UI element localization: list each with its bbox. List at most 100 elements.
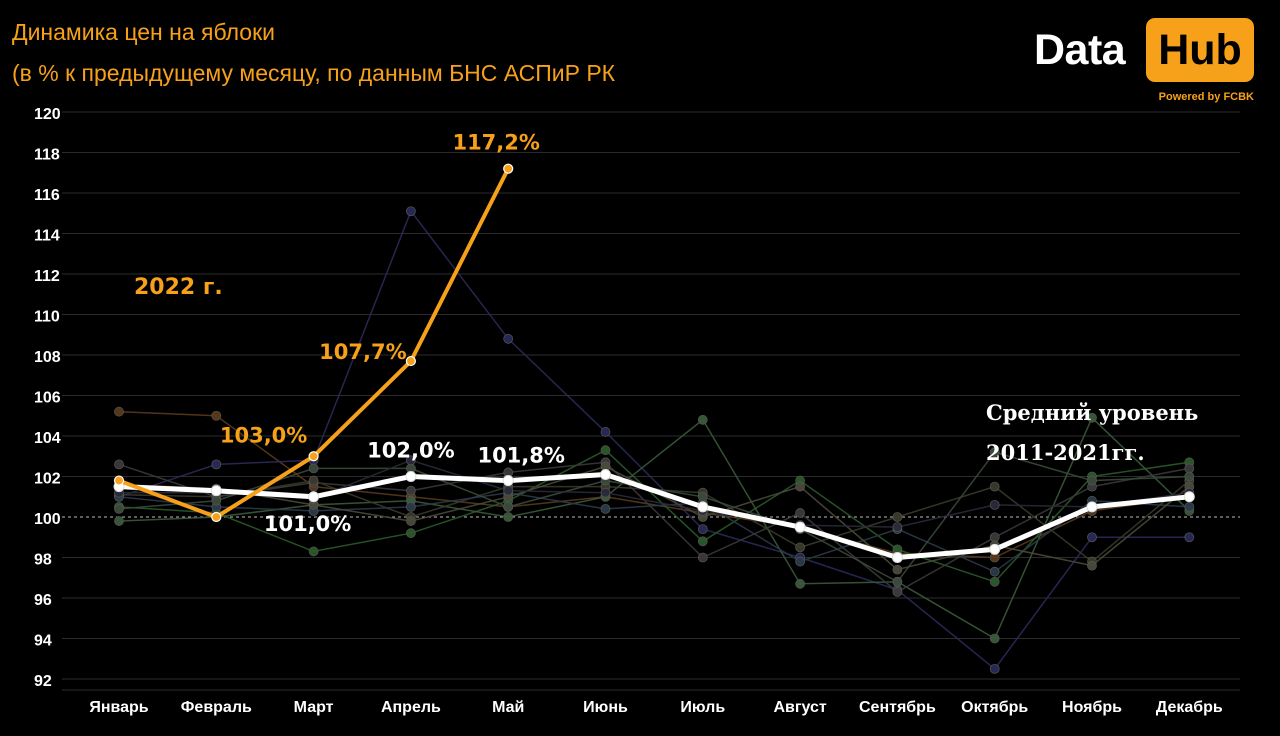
background-series-line: [118, 449, 1190, 583]
background-series-point: [211, 495, 222, 506]
background-series-point: [308, 546, 319, 557]
background-series-line: [118, 410, 1190, 559]
y-tick-102: 102: [34, 471, 61, 488]
background-series-point: [114, 503, 124, 514]
background-series-point: [405, 501, 416, 512]
background-series-point: [1087, 532, 1097, 543]
series-average-point: [891, 552, 903, 563]
y-tick-114: 114: [34, 228, 60, 245]
background-series-point: [308, 475, 319, 486]
x-axis: Январь Февраль Март Апрель Май Июнь Июль Август…: [89, 699, 1223, 716]
y-tick-120: 120: [34, 106, 61, 123]
background-series-point: [503, 512, 514, 522]
background-series-point: [405, 528, 416, 539]
background-series-line: [118, 491, 1190, 573]
y-tick-100: 100: [34, 511, 61, 528]
x-tick-label: Июль: [680, 699, 725, 716]
y-tick-104: 104: [34, 430, 61, 447]
background-series-point: [989, 532, 1000, 543]
background-series-point: [114, 459, 124, 470]
point-labels: 103,0% 107,7% 117,2% 101,0% 102,0% 101,8%: [220, 131, 565, 536]
background-series-point: [503, 333, 514, 344]
series-average-point: [405, 471, 417, 482]
main-series: [113, 163, 1195, 563]
data-label-2022: 107,7%: [319, 340, 406, 364]
series-average-point: [502, 475, 514, 487]
background-series-point: [1184, 471, 1195, 482]
y-tick-98: 98: [34, 552, 52, 569]
background-series-point: [1184, 501, 1195, 512]
series-average-point: [794, 521, 806, 533]
series-average-point: [989, 543, 1001, 555]
background-series-point: [600, 445, 611, 456]
chart-title: Динамика цен на яблоки: [12, 19, 275, 45]
series-average-point: [1183, 491, 1195, 503]
series-2022-point: [405, 355, 416, 367]
x-tick-label: Июнь: [583, 699, 628, 716]
x-tick-label: Апрель: [381, 699, 441, 716]
background-series-point: [1087, 412, 1097, 423]
background-series-point: [1087, 475, 1097, 486]
background-series-point: [114, 516, 124, 526]
background-series-point: [600, 427, 611, 437]
data-label-average: 102,0%: [367, 439, 454, 463]
series-2022-point: [211, 511, 222, 523]
annotation-avg-line2: 2011-2021гг.: [986, 440, 1145, 465]
background-series-point: [211, 459, 222, 470]
background-series-point: [989, 663, 1000, 674]
background-series-point: [600, 487, 611, 498]
x-tick-label: Март: [294, 699, 334, 716]
background-series-point: [503, 501, 514, 512]
background-series-point: [795, 542, 805, 553]
x-tick-label: Май: [492, 699, 524, 716]
background-series-point: [1184, 463, 1195, 474]
series-average-point: [1086, 501, 1098, 513]
logo-hub-text: Hub: [1146, 18, 1254, 82]
background-series-point: [892, 564, 903, 575]
x-tick-label: Январь: [89, 699, 148, 716]
background-series-point: [892, 576, 903, 587]
background-series-point: [892, 587, 903, 597]
background-series-point: [892, 512, 903, 522]
background-series-point: [405, 516, 416, 526]
background-series-point: [600, 503, 611, 514]
annotation-avg-line1: Средний уровень: [986, 400, 1198, 425]
series-2022-point: [113, 475, 125, 486]
y-tick-110: 110: [34, 309, 60, 326]
y-tick-106: 106: [34, 390, 61, 407]
y-tick-92: 92: [34, 673, 52, 690]
background-series-point: [697, 552, 708, 563]
background-series-point: [795, 508, 805, 518]
series-average-point: [308, 491, 320, 503]
x-tick-label: Август: [773, 699, 826, 716]
series-2022-point: [503, 163, 514, 174]
data-label-2022: 117,2%: [452, 131, 539, 155]
background-series-point: [211, 410, 222, 421]
background-series-point: [1087, 560, 1097, 571]
background-series-point: [989, 499, 1000, 510]
data-label-average: 101,0%: [264, 512, 351, 536]
x-tick-label: Ноябрь: [1062, 699, 1122, 716]
background-series-point: [114, 406, 124, 417]
background-series-point: [989, 481, 1000, 492]
datahub-logo: Data Hub Powered by FCBK: [1034, 18, 1256, 108]
background-series-point: [795, 481, 805, 492]
y-tick-116: 116: [34, 187, 60, 204]
y-axis: 92 94 96 98 100 102 104 106 108 110 112 114 116 118 12…: [34, 106, 61, 690]
chart-subtitle: (в % к предыдущему месяцу, по данным БНС…: [12, 60, 616, 86]
data-label-average: 101,8%: [477, 444, 564, 468]
background-series-point: [989, 566, 1000, 577]
series-average-point: [210, 485, 222, 497]
background-series-point: [1184, 532, 1195, 543]
y-tick-96: 96: [34, 592, 52, 609]
logo-powered-text: Powered by FCBK: [1158, 91, 1254, 103]
background-series-point: [405, 485, 416, 496]
x-tick-label: Февраль: [181, 699, 252, 716]
background-series-point: [405, 455, 416, 466]
background-series-point: [308, 463, 319, 474]
background-series-point: [697, 491, 708, 502]
annotation-2022: 2022 г.: [134, 275, 223, 300]
background-series-point: [697, 414, 708, 425]
series-2022-point: [308, 451, 319, 462]
